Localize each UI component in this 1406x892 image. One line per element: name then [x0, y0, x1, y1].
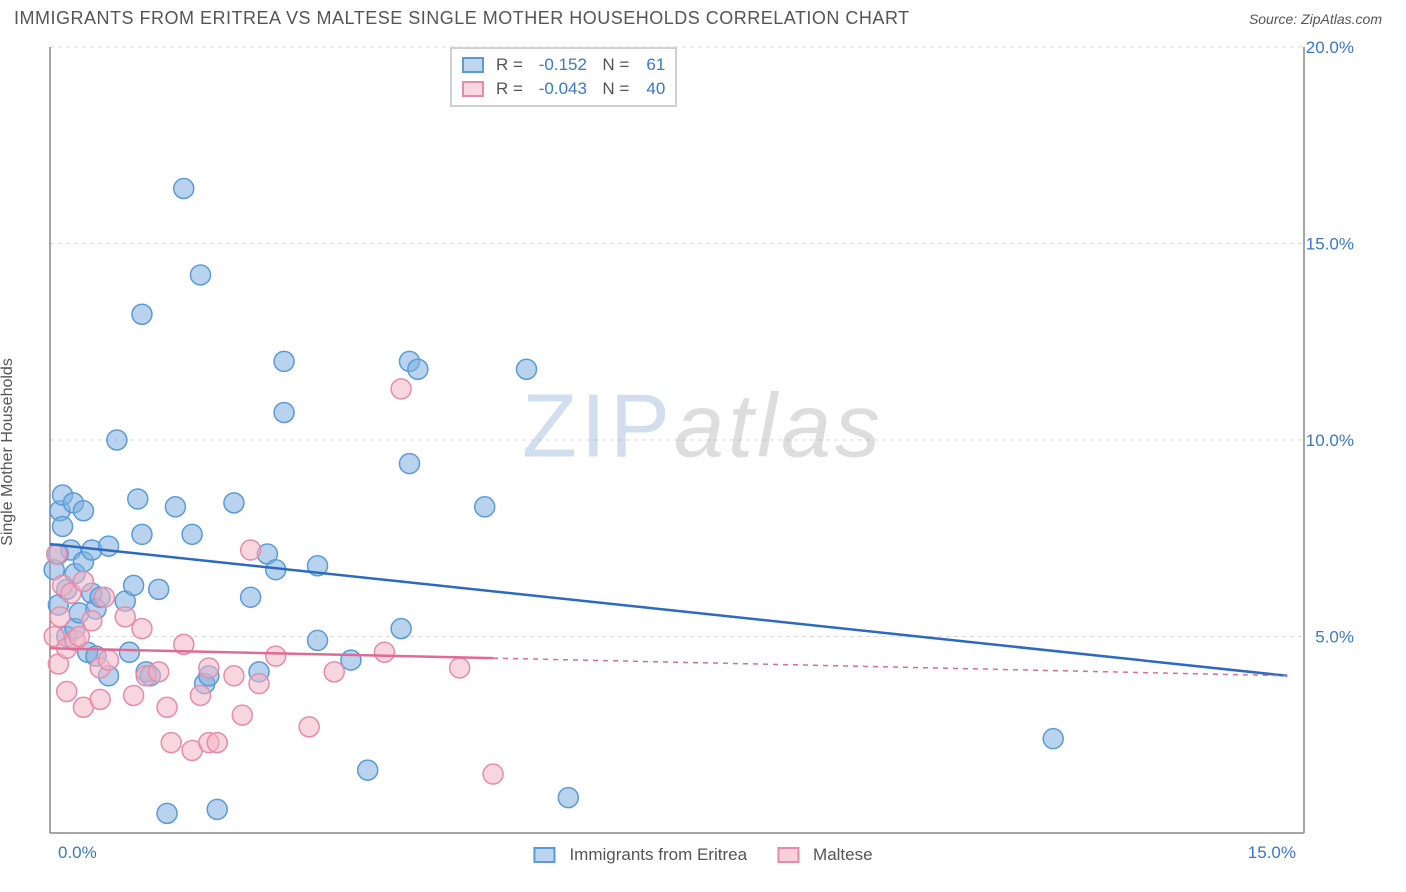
chart-header: IMMIGRANTS FROM ERITREA VS MALTESE SINGL… — [0, 0, 1406, 33]
stats-N-label: N = — [593, 53, 629, 77]
svg-text:15.0%: 15.0% — [1248, 843, 1296, 862]
legend-swatch-pink — [777, 847, 799, 863]
legend-label-eritrea: Immigrants from Eritrea — [569, 845, 747, 865]
stats-R-label: R = — [496, 53, 523, 77]
source-name: ZipAtlas.com — [1301, 11, 1382, 27]
stats-N-value: 61 — [635, 53, 665, 77]
stats-N-label: N = — [593, 77, 629, 101]
stats-row-1: R = -0.043 N = 40 — [462, 77, 665, 101]
legend-item-maltese: Maltese — [777, 845, 873, 865]
chart-area: Single Mother Households ZIPatlas 5.0%10… — [0, 33, 1406, 871]
svg-text:20.0%: 20.0% — [1306, 38, 1354, 57]
legend-label-maltese: Maltese — [813, 845, 873, 865]
correlation-stats-box: R = -0.152 N = 61R = -0.043 N = 40 — [450, 47, 677, 107]
stats-R-value: -0.152 — [529, 53, 587, 77]
y-axis-label: Single Mother Households — [0, 358, 17, 546]
stats-row-0: R = -0.152 N = 61 — [462, 53, 665, 77]
stats-N-value: 40 — [635, 77, 665, 101]
source-label: Source: — [1249, 11, 1297, 27]
stats-R-label: R = — [496, 77, 523, 101]
legend-swatch-blue — [533, 847, 555, 863]
stats-swatch — [462, 57, 484, 73]
source-attribution: Source: ZipAtlas.com — [1249, 11, 1382, 27]
svg-text:10.0%: 10.0% — [1306, 431, 1354, 450]
stats-swatch — [462, 81, 484, 97]
svg-text:15.0%: 15.0% — [1306, 235, 1354, 254]
legend-item-eritrea: Immigrants from Eritrea — [533, 845, 747, 865]
svg-text:5.0%: 5.0% — [1315, 628, 1354, 647]
svg-text:0.0%: 0.0% — [58, 843, 97, 862]
chart-title: IMMIGRANTS FROM ERITREA VS MALTESE SINGL… — [14, 8, 910, 29]
legend-bottom: Immigrants from Eritrea Maltese — [533, 845, 872, 865]
scatter-plot-svg: 5.0% 10.0% 15.0% 20.0% 0.0% 15.0% — [0, 33, 1406, 871]
stats-R-value: -0.043 — [529, 77, 587, 101]
